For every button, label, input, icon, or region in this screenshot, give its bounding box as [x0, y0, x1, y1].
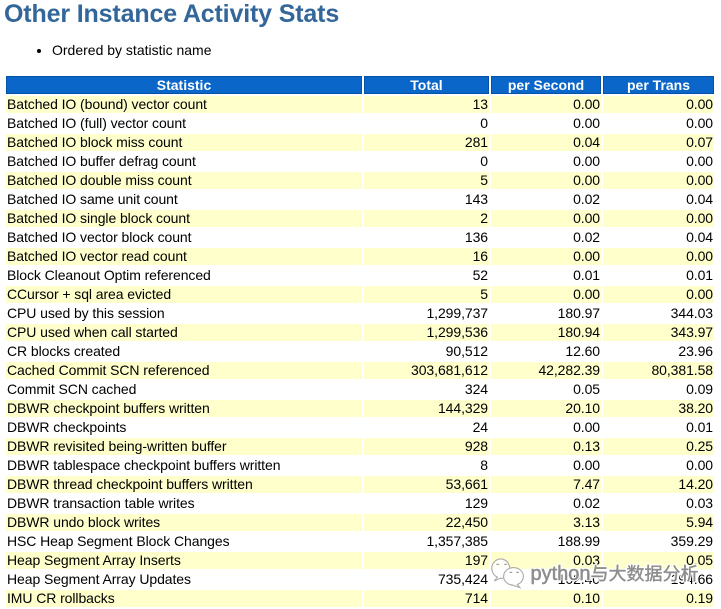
svg-text:python: python — [531, 563, 591, 585]
svg-text:python: python — [531, 563, 591, 585]
